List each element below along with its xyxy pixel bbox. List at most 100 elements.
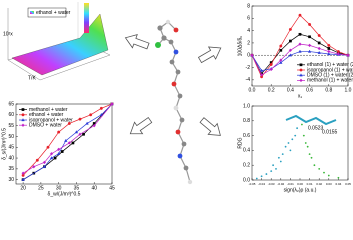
y-tick-label: 0.8 xyxy=(243,118,250,124)
marker xyxy=(308,23,312,26)
point xyxy=(289,149,292,152)
point xyxy=(308,153,311,156)
atom xyxy=(173,105,179,111)
marker xyxy=(74,130,79,134)
atom xyxy=(161,35,167,41)
marker xyxy=(327,49,331,54)
y-tick-label: 45 xyxy=(8,145,14,151)
marker xyxy=(327,47,331,50)
atom xyxy=(157,25,163,31)
graphical-abstract: ethanol + water T/K 10²x xyxy=(1,2,353,197)
bonds xyxy=(159,21,177,39)
atom xyxy=(183,165,189,171)
marker xyxy=(53,156,57,160)
plot-frame xyxy=(251,105,349,181)
atom xyxy=(171,81,177,87)
marker xyxy=(289,39,292,43)
point xyxy=(306,145,309,148)
point xyxy=(287,142,290,144)
marker xyxy=(110,102,114,106)
legend-box xyxy=(27,7,67,18)
y-label: 100Δδ/δ₀ xyxy=(237,36,243,57)
marker xyxy=(279,48,283,52)
x-tick-label: 35 xyxy=(74,185,80,191)
marker xyxy=(317,46,321,51)
arrow xyxy=(199,117,221,136)
marker xyxy=(298,13,302,17)
marker xyxy=(279,44,283,48)
point xyxy=(310,156,313,159)
point xyxy=(265,173,268,175)
legend-text: ethanol (1) + water (2) xyxy=(307,62,353,68)
marker xyxy=(288,27,292,31)
x-tick-label: -0.03 xyxy=(268,182,275,186)
legend-text: isopropanol + water xyxy=(29,117,73,123)
marker xyxy=(307,49,312,53)
x-tick-label: 0.2 xyxy=(268,87,275,93)
y-tick-label: -2 xyxy=(246,65,251,71)
marker xyxy=(346,53,350,57)
marker xyxy=(21,108,25,111)
y-tick-label: 2 xyxy=(247,40,250,46)
marker xyxy=(308,35,311,39)
marker xyxy=(35,158,39,162)
legend-text: methanol (1) + water (2) xyxy=(307,78,353,84)
marker xyxy=(46,145,50,149)
annotation: 0.0155 xyxy=(322,129,338,135)
marker xyxy=(21,113,25,117)
x-tick-label: 0.8 xyxy=(325,87,332,93)
point xyxy=(270,170,273,173)
atom xyxy=(173,27,179,33)
y-tick-label: 6 xyxy=(247,16,250,22)
point xyxy=(337,176,340,179)
marker xyxy=(82,132,85,136)
x-tick-label: 0.02 xyxy=(316,182,322,186)
marker xyxy=(279,58,283,62)
legend-text: ethanol + water xyxy=(29,112,64,118)
x-label: T/K xyxy=(28,75,36,81)
marker xyxy=(71,141,75,145)
atom xyxy=(181,141,187,147)
x-label: δ_w/(J/m³)^0.5 xyxy=(48,191,81,197)
point xyxy=(277,156,280,159)
marker xyxy=(269,63,273,66)
marker xyxy=(259,68,264,72)
body: ethanol + water T/K 10²x xyxy=(1,2,353,198)
atom xyxy=(179,117,185,123)
x-tick-label: 0.01 xyxy=(307,182,313,186)
y-tick-label: 4 xyxy=(247,28,250,34)
point xyxy=(318,168,321,170)
y-label: δ_s/(J/m³)^0.5 xyxy=(1,128,7,160)
x-tick-label: 20 xyxy=(20,185,26,191)
marker xyxy=(64,138,68,142)
arrow xyxy=(124,34,150,50)
marker xyxy=(92,123,96,128)
atom xyxy=(177,93,183,99)
marker xyxy=(21,123,25,127)
marker xyxy=(259,73,264,77)
x-label: sign(λ₂)ρ (a.u.) xyxy=(284,187,317,193)
legend-text: ethanol + water xyxy=(36,10,71,16)
marker xyxy=(57,151,61,155)
point xyxy=(302,134,305,137)
marker xyxy=(327,43,331,47)
annotation: 0.0523 xyxy=(308,125,324,131)
marker xyxy=(299,78,303,83)
marker xyxy=(42,160,47,165)
marker xyxy=(336,52,341,56)
marker xyxy=(279,60,283,64)
y-tick-label: -4 xyxy=(246,77,251,83)
x-tick-label: 0.0 xyxy=(249,87,256,93)
marker xyxy=(21,118,25,122)
point xyxy=(279,160,282,163)
point xyxy=(281,153,284,156)
bonds xyxy=(157,37,191,183)
inset-molecule xyxy=(285,114,337,126)
point xyxy=(260,175,263,178)
marker xyxy=(67,141,71,145)
arrows xyxy=(124,34,222,136)
legend-text: DMSO (1) + water (2) xyxy=(307,73,353,79)
marker xyxy=(49,156,54,160)
point xyxy=(255,177,258,180)
marker xyxy=(317,41,321,45)
